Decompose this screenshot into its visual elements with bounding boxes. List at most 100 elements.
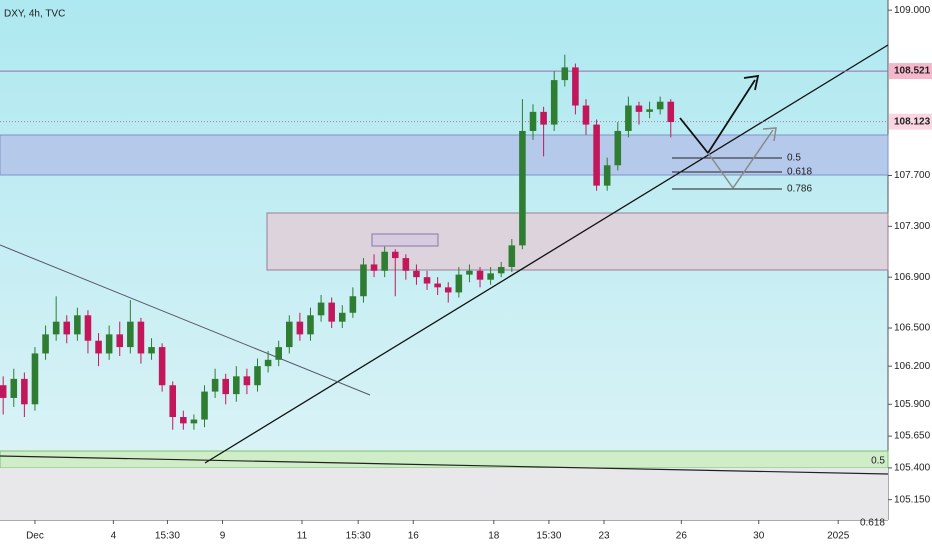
x-tick-label: 30 — [753, 531, 765, 542]
candle-body — [603, 165, 611, 186]
x-tick-label: 11 — [297, 531, 308, 542]
time-axis — [0, 520, 888, 550]
candle-body — [52, 321, 60, 335]
x-tick-label: 16 — [408, 531, 420, 542]
candle-body — [338, 312, 346, 322]
price-label: 108.123 — [894, 116, 931, 127]
candle-body — [169, 385, 177, 418]
candle-body — [201, 391, 208, 420]
candle-body — [391, 251, 399, 259]
candle-body — [497, 266, 505, 274]
candle-body — [476, 270, 484, 280]
y-tick-label: 106.200 — [894, 361, 931, 372]
candle-body — [158, 347, 166, 386]
price-label: 108.521 — [894, 66, 931, 77]
candle-body — [95, 340, 102, 354]
fib-label: 0.786 — [787, 184, 812, 195]
trend-line — [0, 244, 371, 396]
candle-body — [127, 321, 134, 348]
candle-body — [550, 80, 558, 125]
y-tick-label: 107.300 — [894, 221, 931, 232]
y-tick-label: 109.000 — [894, 5, 931, 16]
price-axis — [888, 0, 932, 550]
y-tick-label: 105.400 — [894, 463, 931, 474]
x-tick-label: 26 — [676, 531, 688, 542]
price-label-box — [889, 113, 932, 130]
candle-body — [137, 321, 145, 354]
candle-body — [667, 101, 675, 123]
candles — [0, 54, 675, 430]
trend-line — [204, 44, 889, 464]
candle-body — [540, 111, 547, 125]
candle-body — [286, 321, 293, 348]
candle-body — [444, 287, 452, 293]
candle-body — [21, 378, 28, 405]
y-tick-label: 106.900 — [894, 272, 931, 283]
zone-grey — [0, 468, 888, 520]
candle-body — [84, 315, 92, 341]
price-label-box — [889, 63, 932, 80]
candle-body — [317, 302, 325, 316]
arrow-head — [762, 127, 777, 142]
candle-body — [0, 385, 7, 398]
x-tick-label: 15:30 — [346, 531, 371, 542]
x-tick-label: 2025 — [827, 531, 850, 542]
candle-body — [31, 353, 39, 405]
candle-body — [42, 334, 49, 354]
fib-label: 0.5 — [787, 153, 801, 164]
candle-body — [275, 347, 282, 360]
candle-body — [74, 315, 81, 335]
y-tick-label: 105.150 — [894, 494, 931, 505]
y-tick-label: 106.500 — [894, 323, 931, 334]
x-tick-label: 15:30 — [155, 531, 180, 542]
zone-pink — [266, 212, 889, 271]
candle-body — [116, 334, 124, 348]
candle-body — [222, 378, 229, 395]
candle-body — [105, 334, 113, 354]
x-tick-label: 23 — [598, 531, 610, 542]
candle-body — [10, 378, 18, 398]
candle-body — [529, 111, 537, 131]
drawings — [0, 44, 889, 475]
candle-body — [148, 347, 155, 354]
candle-body — [455, 274, 463, 293]
candle-body — [402, 258, 410, 271]
zone-small — [371, 233, 439, 247]
candle-body — [296, 321, 304, 335]
candle-body — [582, 105, 590, 125]
candle-body — [180, 417, 187, 424]
candle-body — [519, 130, 526, 246]
x-tick-label: Dec — [26, 531, 44, 542]
zone-blue — [0, 134, 889, 176]
candle-body — [656, 101, 664, 110]
edge-label: 0.5 — [871, 456, 885, 467]
trend-line — [0, 455, 889, 475]
candle-body — [625, 105, 632, 131]
x-tick-label: 15:30 — [536, 531, 561, 542]
candle-body — [423, 277, 431, 284]
candle-body — [508, 245, 516, 267]
candle-body — [413, 270, 420, 278]
candle-body — [233, 376, 240, 395]
candle-body — [211, 378, 219, 392]
candle-body — [466, 270, 473, 275]
edge-label: 0.618 — [860, 518, 885, 529]
candle-body — [349, 296, 357, 313]
candle-body — [254, 366, 261, 386]
candle-body — [243, 376, 251, 386]
y-tick-label: 107.700 — [894, 170, 931, 181]
candle-body — [561, 67, 569, 81]
x-tick-label: 18 — [488, 531, 500, 542]
candle-body — [572, 67, 579, 106]
candle-body — [381, 251, 388, 271]
candle-body — [614, 130, 622, 166]
candle-body — [307, 315, 314, 335]
candle-body — [487, 273, 494, 280]
y-tick-label: 105.650 — [894, 431, 931, 442]
arrow-head — [743, 74, 760, 91]
candle-body — [264, 359, 272, 367]
candle-body — [328, 302, 335, 322]
candle-body — [593, 124, 600, 186]
candle-body — [434, 283, 441, 288]
candle-body — [646, 109, 653, 112]
